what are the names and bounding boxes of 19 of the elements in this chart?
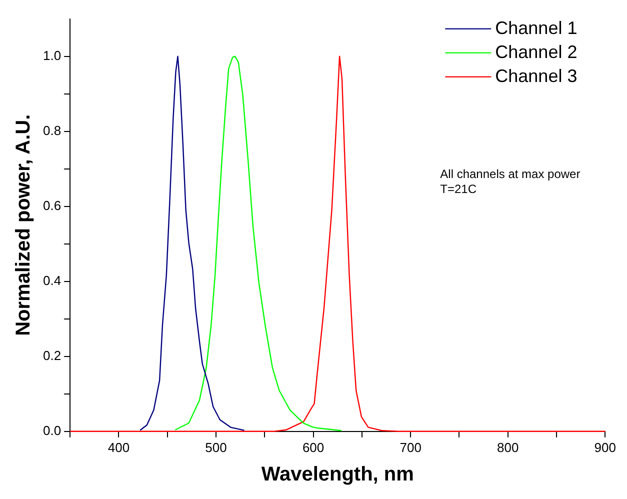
y-tick-label: 1.0 [42, 48, 62, 63]
text: 0.0 [42, 422, 62, 438]
x-tick-label: 900 [594, 440, 616, 455]
x-tick-label: 500 [205, 440, 227, 455]
annotation: T=21C [440, 182, 477, 196]
x-tick-label: 400 [108, 440, 130, 455]
x-tick-label: 700 [400, 440, 422, 455]
x-tick-label: 800 [497, 440, 519, 455]
y-tick-label: 0.4 [42, 272, 62, 288]
annotation: All channels at max power [440, 167, 580, 182]
x-axis-title: Wavelength, nm [261, 464, 414, 486]
y-tick-label: 0.6 [42, 198, 62, 213]
x-tick-label: 600 [302, 440, 324, 455]
legend-label: Channel 2 [495, 42, 578, 62]
legend-label: Channel 3 [495, 66, 578, 86]
y-axis-title: Normalized power, A.U. [12, 114, 35, 336]
y-tick-label: 0.8 [42, 122, 62, 138]
legend-label: Channel 1 [495, 18, 578, 38]
y-tick-label: 0.2 [42, 348, 62, 363]
